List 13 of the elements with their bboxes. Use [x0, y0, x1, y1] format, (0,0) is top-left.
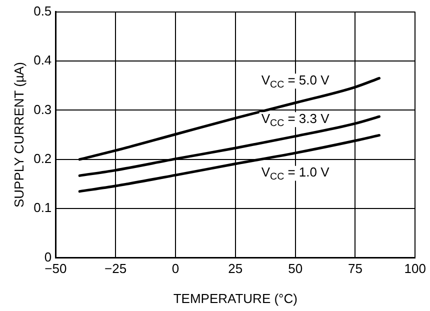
- x-tick-label: −25: [104, 261, 127, 276]
- x-tick-label: 0: [172, 261, 180, 276]
- y-tick-label: 0.1: [34, 200, 52, 216]
- y-tick-label: 0.2: [34, 150, 52, 166]
- x-tick-label: 50: [288, 261, 303, 276]
- x-tick-label: 100: [404, 261, 426, 276]
- y-tick-label: 0.3: [34, 102, 52, 117]
- y-tick-label: 0.5: [34, 3, 52, 18]
- y-tick-label: 0.4: [34, 52, 52, 68]
- y-axis-title: SUPPLY CURRENT (µA): [11, 62, 26, 208]
- x-tick-label: 75: [348, 261, 362, 276]
- x-tick-label: 25: [228, 261, 243, 276]
- x-axis-title: TEMPERATURE (°C): [173, 290, 298, 306]
